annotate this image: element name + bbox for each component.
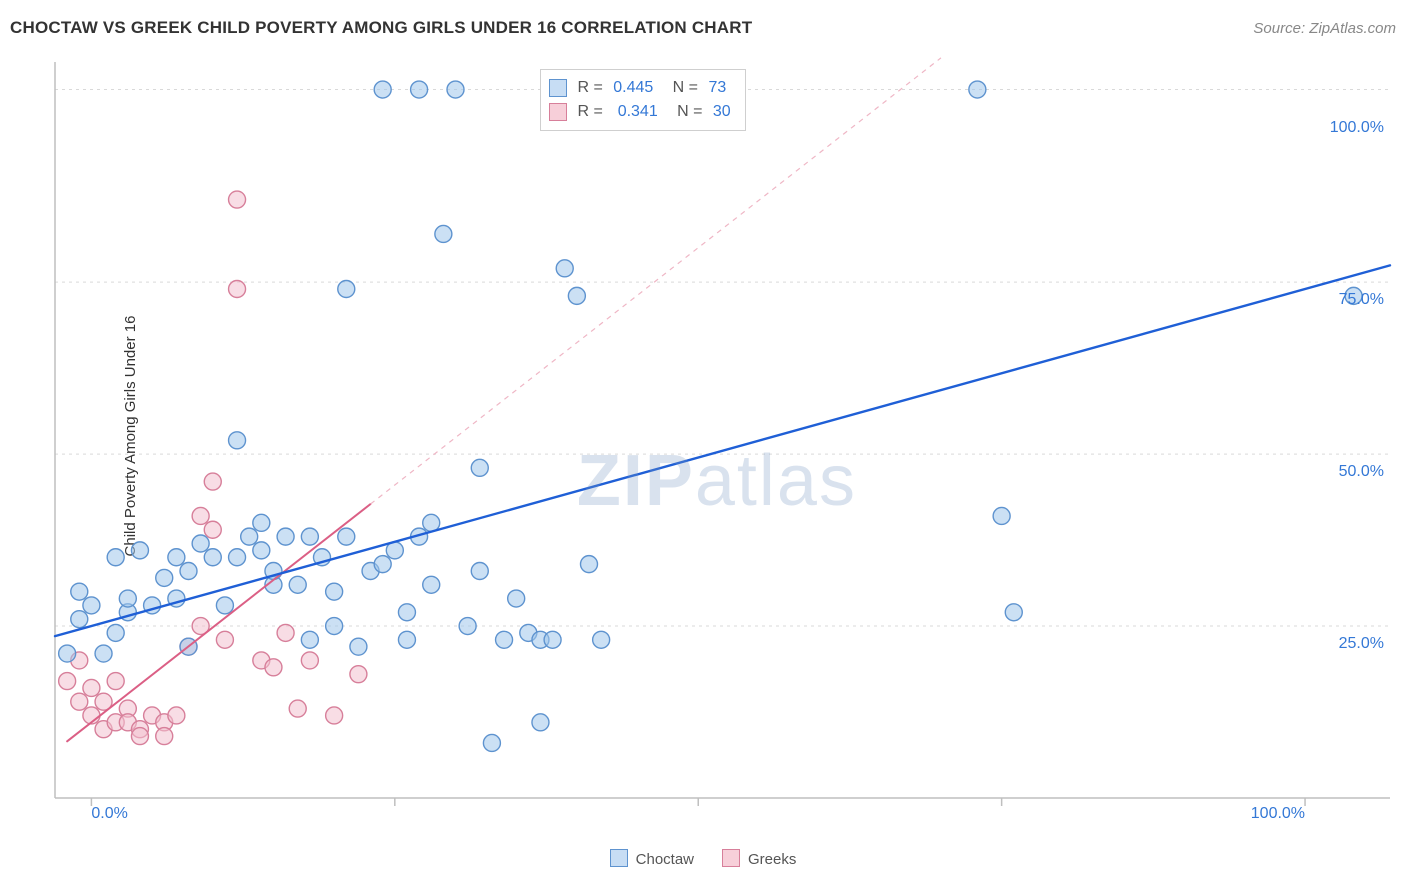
svg-text:25.0%: 25.0% <box>1339 635 1384 652</box>
legend-n-value: 30 <box>713 100 731 124</box>
legend-item: Choctaw <box>610 849 694 868</box>
legend-swatch-icon <box>549 79 567 97</box>
correlation-legend: R = 0.445 N = 73 R = 0.341 N = 30 <box>540 69 745 131</box>
legend-row: R = 0.445 N = 73 <box>549 76 736 100</box>
legend-r-label: R = <box>577 76 602 100</box>
source-prefix: Source: <box>1253 20 1309 37</box>
legend-n-label: N = <box>677 100 702 124</box>
legend-item-label: Greeks <box>748 851 796 868</box>
legend-item: Greeks <box>722 849 796 868</box>
svg-text:0.0%: 0.0% <box>91 805 127 818</box>
legend-r-label: R = <box>577 100 602 124</box>
legend-swatch-icon <box>722 849 740 867</box>
scatter-plot: 25.0%50.0%75.0%100.0%0.0%100.0% ZIPatlas… <box>50 54 1394 818</box>
svg-text:50.0%: 50.0% <box>1339 463 1384 480</box>
legend-r-value: 0.341 <box>618 100 658 124</box>
page-title: CHOCTAW VS GREEK CHILD POVERTY AMONG GIR… <box>10 18 752 38</box>
legend-row: R = 0.341 N = 30 <box>549 100 736 124</box>
legend-item-label: Choctaw <box>636 851 694 868</box>
series-legend: Choctaw Greeks <box>0 849 1406 868</box>
legend-n-label: N = <box>673 76 698 100</box>
plot-svg: 25.0% 50.0% 75.0% 100.0% 0.0% 100.0% <box>50 54 1394 818</box>
legend-r-value: 0.445 <box>613 76 653 100</box>
svg-text:100.0%: 100.0% <box>1330 119 1384 136</box>
svg-text:100.0%: 100.0% <box>1251 805 1305 818</box>
source-label: Source: ZipAtlas.com <box>1253 20 1396 37</box>
source-site: ZipAtlas.com <box>1309 20 1396 37</box>
svg-text:75.0%: 75.0% <box>1339 291 1384 308</box>
legend-n-value: 73 <box>708 76 726 100</box>
legend-swatch-icon <box>549 103 567 121</box>
legend-swatch-icon <box>610 849 628 867</box>
